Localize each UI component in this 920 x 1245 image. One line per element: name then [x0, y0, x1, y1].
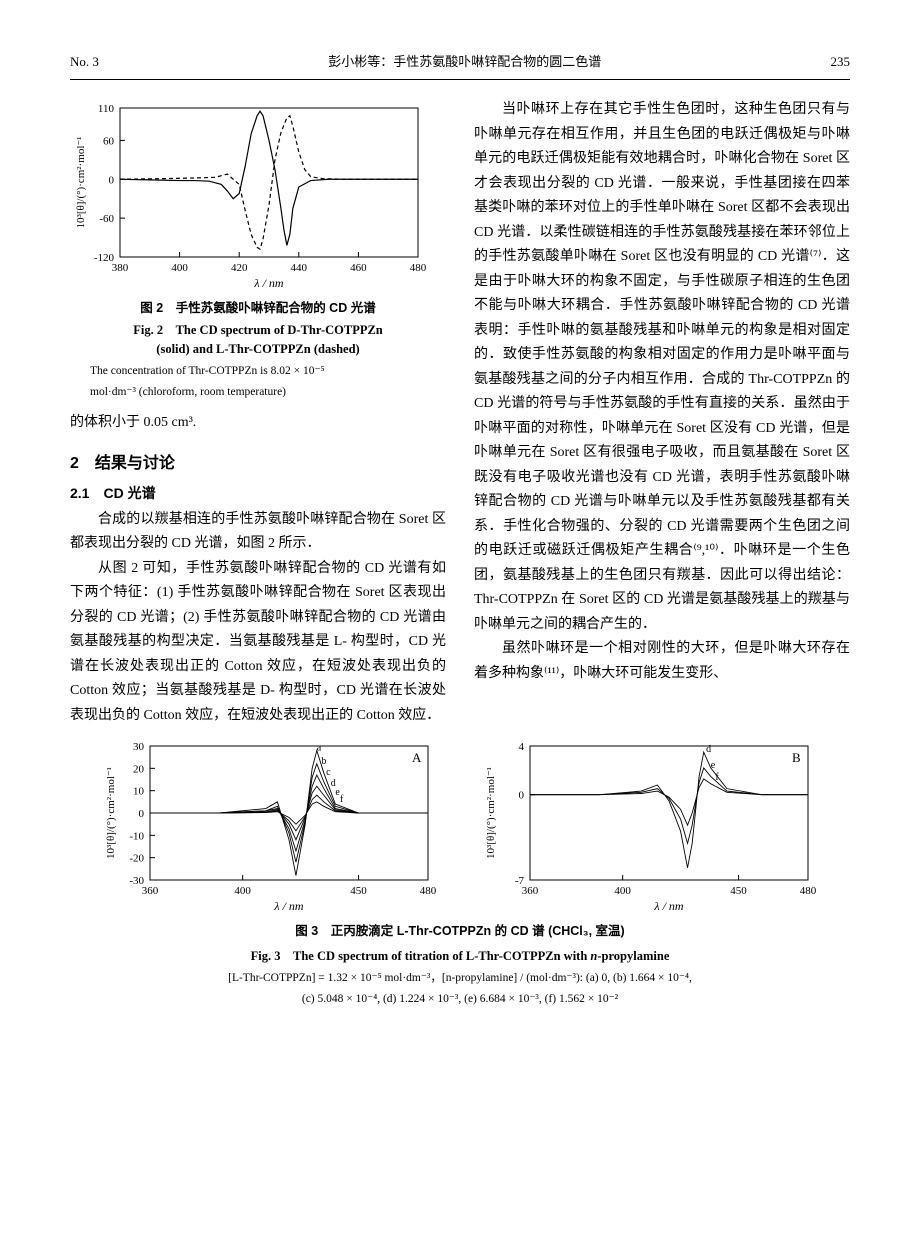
paragraph-2: 从图 2 可知，手性苏氨酸卟啉锌配合物的 CD 光谱有如下两个特征：(1) 手性… [70, 557, 446, 729]
svg-text:4: 4 [519, 741, 525, 753]
fig2-note-2: mol·dm⁻³ (chloroform, room temperature) [70, 384, 446, 401]
svg-text:-60: -60 [99, 214, 114, 226]
svg-text:480: 480 [420, 885, 437, 897]
two-column-layout: 380 400 420 440 460 480 -120 -60 0 60 110 λ / nm 10³… [70, 98, 850, 728]
svg-text:0: 0 [139, 808, 145, 820]
left-column: 380 400 420 440 460 480 -120 -60 0 60 110 λ / nm 10³… [70, 98, 446, 728]
right-paragraph-2: 虽然卟啉环是一个相对刚性的大环，但是卟啉大环存在着多种构象⁽¹¹⁾，卟啉大环可能… [474, 637, 850, 686]
svg-text:-7: -7 [515, 875, 525, 887]
svg-text:e: e [711, 760, 716, 771]
left-tail-text: 的体积小于 0.05 cm³. [70, 411, 446, 436]
paragraph-1: 合成的以羰基相连的手性苏氨酸卟啉锌配合物在 Soret 区都表现出分裂的 CD … [70, 508, 446, 557]
svg-text:60: 60 [103, 136, 115, 148]
svg-text:f: f [340, 794, 344, 805]
svg-text:10³[θ]/(°)·cm²·mol⁻¹: 10³[θ]/(°)·cm²·mol⁻¹ [105, 767, 117, 859]
section-2-1-heading: 2.1 CD 光谱 [70, 481, 446, 506]
svg-text:-120: -120 [94, 252, 115, 264]
fig2-caption-cn: 图 2 手性苏氨酸卟啉锌配合物的 CD 光谱 [70, 297, 446, 320]
svg-text:a: a [317, 743, 322, 754]
svg-text:400: 400 [171, 262, 188, 274]
right-paragraph-1: 当卟啉环上存在其它手性生色团时，这种生色团只有与卟啉单元存在相互作用，并且生色团… [474, 98, 850, 637]
svg-text:110: 110 [98, 103, 115, 115]
svg-text:B: B [792, 750, 801, 765]
svg-text:-10: -10 [129, 831, 144, 843]
figure-3-row: 360 400 450 480 -30 -20 -10 0 10 20 30 λ / nm 10³[θ]… [70, 736, 850, 916]
fig2-note-1: The concentration of Thr-COTPPZn is 8.02… [70, 363, 446, 380]
fig2-caption-en-1: Fig. 2 The CD spectrum of D-Thr-COTPPZn [70, 322, 446, 340]
svg-text:30: 30 [133, 741, 145, 753]
svg-text:450: 450 [730, 885, 747, 897]
svg-text:0: 0 [519, 790, 525, 802]
page-header: No. 3 彭小彬等：手性苏氨酸卟啉锌配合物的圆二色谱 235 [70, 50, 850, 80]
fig3-caption-cn: 图 3 正丙胺滴定 L-Thr-COTPPZn 的 CD 谱 (CHCl₃, 室… [70, 920, 850, 943]
svg-text:10³[θ]/(°)·cm²·mol⁻¹: 10³[θ]/(°)·cm²·mol⁻¹ [485, 767, 497, 859]
fig3-panel-a: 360 400 450 480 -30 -20 -10 0 10 20 30 λ / nm 10³[θ]… [100, 736, 440, 916]
svg-text:460: 460 [350, 262, 367, 274]
svg-text:400: 400 [234, 885, 251, 897]
svg-text:λ / nm: λ / nm [273, 899, 304, 913]
svg-text:450: 450 [350, 885, 367, 897]
svg-text:0: 0 [109, 175, 115, 187]
fig3-caption: 图 3 正丙胺滴定 L-Thr-COTPPZn 的 CD 谱 (CHCl₃, 室… [70, 920, 850, 1008]
header-right: 235 [831, 50, 851, 73]
svg-text:360: 360 [522, 885, 539, 897]
svg-text:b: b [321, 756, 326, 767]
svg-text:480: 480 [410, 262, 427, 274]
header-left: No. 3 [70, 50, 99, 73]
section-2-heading: 2 结果与讨论 [70, 450, 446, 479]
fig2-chart: 380 400 420 440 460 480 -120 -60 0 60 110 λ / nm 10³… [70, 98, 430, 293]
svg-text:-20: -20 [129, 853, 144, 865]
header-center: 彭小彬等：手性苏氨酸卟啉锌配合物的圆二色谱 [328, 50, 601, 73]
svg-text:20: 20 [133, 764, 145, 776]
svg-text:360: 360 [142, 885, 159, 897]
svg-text:d: d [706, 744, 711, 755]
svg-text:400: 400 [614, 885, 631, 897]
fig3-note-2: (c) 5.048 × 10⁻⁴, (d) 1.224 × 10⁻³, (e) … [70, 990, 850, 1008]
svg-text:420: 420 [231, 262, 248, 274]
fig2-caption-en-2: (solid) and L-Thr-COTPPZn (dashed) [70, 341, 446, 359]
svg-text:λ / nm: λ / nm [253, 276, 284, 290]
svg-text:A: A [412, 750, 422, 765]
svg-text:c: c [326, 767, 331, 778]
fig3-note-1: [L-Thr-COTPPZn] = 1.32 × 10⁻⁵ mol·dm⁻³，[… [70, 969, 850, 987]
svg-text:-30: -30 [129, 875, 144, 887]
fig3-caption-en: Fig. 3 The CD spectrum of titration of L… [70, 945, 850, 968]
svg-text:10³[θ]/(°)·cm²·mol⁻¹: 10³[θ]/(°)·cm²·mol⁻¹ [75, 137, 87, 229]
figure-2: 380 400 420 440 460 480 -120 -60 0 60 110 λ / nm 10³… [70, 98, 446, 401]
svg-text:10: 10 [133, 786, 145, 798]
svg-text:380: 380 [112, 262, 129, 274]
svg-text:λ / nm: λ / nm [653, 899, 684, 913]
svg-text:440: 440 [291, 262, 308, 274]
right-column: 当卟啉环上存在其它手性生色团时，这种生色团只有与卟啉单元存在相互作用，并且生色团… [474, 98, 850, 728]
fig3-panel-b: 360 400 450 480 -7 0 4 λ / nm 10³[θ]/(°)·cm²·mol… [480, 736, 820, 916]
svg-text:480: 480 [800, 885, 817, 897]
